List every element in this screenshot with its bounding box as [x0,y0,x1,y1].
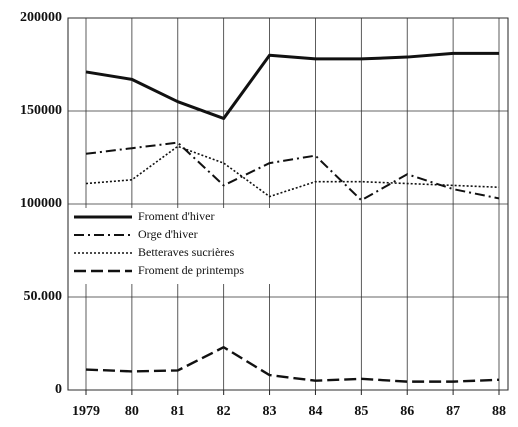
y-tick-label: 200000 [20,10,62,25]
x-tick-label: 83 [263,404,277,419]
x-tick-label: 87 [446,404,460,419]
series-line [85,346,500,383]
x-tick-label: 84 [308,404,322,419]
x-tick-label: 81 [171,404,185,419]
series-line [85,141,500,202]
x-tick-label: 1979 [72,404,100,419]
x-tick-label: 82 [217,404,231,419]
legend: Froment d'hiver Orge d'hiver Betteraves su… [70,208,285,284]
legend-label: Betteraves sucrières [138,245,235,259]
x-tick-label: 85 [354,404,368,419]
legend-label: Froment de printemps [138,263,244,277]
x-tick-label: 88 [492,404,506,419]
x-tick-label: 86 [400,404,414,419]
y-tick-label: 50.000 [24,289,63,304]
legend-label: Orge d'hiver [138,227,198,241]
y-tick-label: 100000 [20,196,62,211]
legend-label: Froment d'hiver [138,209,214,223]
series-line [85,145,500,198]
y-tick-label: 0 [55,382,62,397]
legend-box [70,208,285,284]
y-tick-label: 150000 [20,103,62,118]
x-tick-label: 80 [125,404,139,419]
series-line [85,51,499,120]
